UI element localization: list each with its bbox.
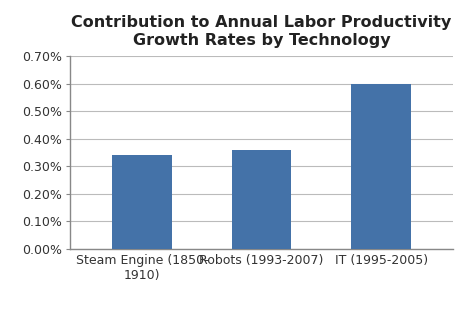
Bar [112, 155, 172, 249]
Title: Contribution to Annual Labor Productivity
Growth Rates by Technology: Contribution to Annual Labor Productivit… [71, 16, 452, 48]
Bar [232, 150, 291, 249]
Bar [351, 84, 411, 249]
